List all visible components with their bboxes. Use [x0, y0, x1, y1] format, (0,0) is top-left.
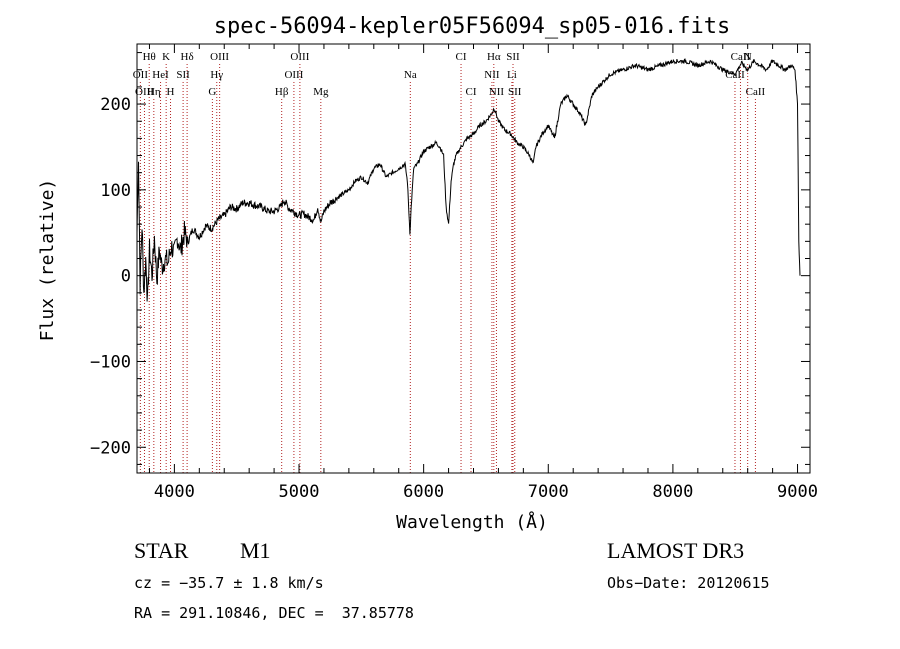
- line-marker-label: CI: [466, 86, 477, 98]
- observation-date: Obs−Date: 20120615: [607, 574, 770, 592]
- x-tick-label: 9000: [777, 482, 818, 502]
- y-tick-label: 0: [121, 267, 131, 287]
- spectral-line-markers: Hθ K Hδ OIII OIII CI Hα SII CaII OII HeI SII Hγ OIII N…: [133, 51, 766, 473]
- line-marker-label: Hα: [487, 51, 501, 63]
- line-marker-label: G: [208, 86, 216, 98]
- line-marker-label: CaII: [731, 51, 751, 63]
- line-marker-label: NII: [489, 86, 505, 98]
- plot-frame: [136, 43, 811, 474]
- line-marker-label: CI: [456, 51, 467, 63]
- line-marker-label: OIII: [290, 51, 309, 63]
- line-marker-label: Mg: [313, 86, 329, 98]
- line-marker-label: N: [744, 51, 752, 63]
- line-marker-label: Hη: [147, 86, 161, 98]
- x-axis-label: Wavelength (Å): [396, 511, 548, 533]
- y-tick-label: 100: [100, 181, 131, 201]
- coordinates: RA = 291.10846, DEC = 37.85778: [134, 604, 414, 622]
- y-axis-label: Flux (relative): [37, 179, 58, 342]
- y-tick-label: −100: [90, 352, 131, 372]
- line-marker-label: OII: [133, 69, 149, 81]
- line-marker-label: K: [162, 51, 170, 63]
- redshift-value: cz = −35.7 ± 1.8 km/s: [134, 574, 324, 592]
- x-tick-label: 5000: [279, 482, 320, 502]
- object-class: STAR: [134, 538, 189, 563]
- line-marker-label: OIII: [135, 86, 154, 98]
- line-marker-label: HeI: [152, 69, 169, 81]
- line-marker-label: SII: [176, 69, 190, 81]
- line-marker-label: Hγ: [210, 69, 223, 81]
- x-axis: 4000 5000 6000 7000 8000 9000: [148, 44, 818, 502]
- line-marker-label: CaII: [746, 86, 766, 98]
- y-tick-label: −200: [90, 438, 131, 458]
- object-subclass: M1: [240, 538, 271, 563]
- line-marker-label: H: [167, 86, 175, 98]
- line-marker-label: SII: [506, 51, 520, 63]
- line-marker-label: Na: [404, 69, 417, 81]
- spectrum-line: [136, 58, 801, 302]
- survey-name: LAMOST DR3: [607, 538, 745, 563]
- y-tick-label: 200: [100, 95, 131, 115]
- line-marker-label: SII: [508, 86, 522, 98]
- chart-title: spec-56094-kepler05F56094_sp05-016.fits: [214, 14, 731, 39]
- line-marker-label: Hθ: [143, 51, 156, 63]
- line-marker-label: Hδ: [181, 51, 194, 63]
- line-marker-label: OIII: [284, 69, 303, 81]
- x-tick-label: 4000: [154, 482, 195, 502]
- x-tick-label: 6000: [403, 482, 444, 502]
- x-tick-label: 7000: [528, 482, 569, 502]
- line-marker-label: OIII: [210, 51, 229, 63]
- line-marker-label: Li: [507, 69, 517, 81]
- line-marker-label: NII: [484, 69, 500, 81]
- line-marker-label: Hβ: [275, 86, 289, 98]
- x-tick-label: 8000: [652, 482, 693, 502]
- y-axis: −200 −100 0 100 200: [90, 52, 810, 465]
